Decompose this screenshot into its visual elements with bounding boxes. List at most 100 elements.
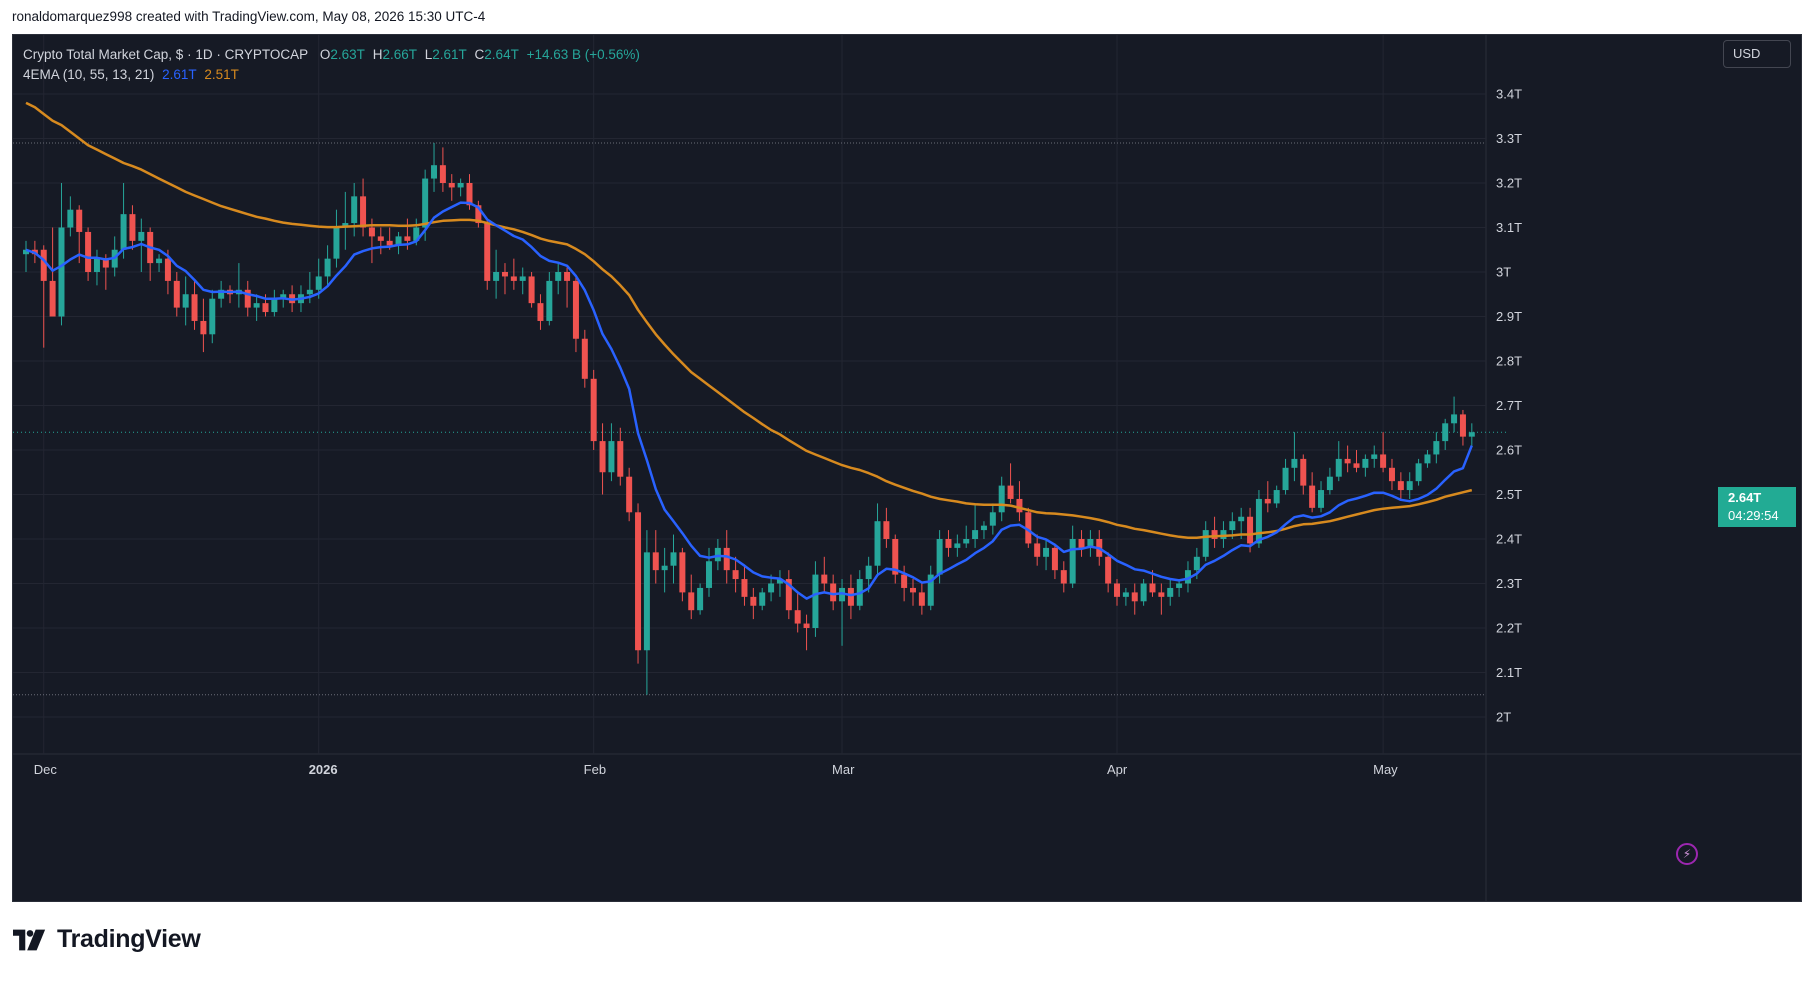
y-tick-label: 2.4T xyxy=(1496,532,1522,547)
candle-down xyxy=(377,236,384,241)
candle-up xyxy=(936,539,943,575)
candle-down xyxy=(652,552,659,571)
candle-up xyxy=(156,258,163,264)
candle-up xyxy=(1451,414,1458,424)
candle-down xyxy=(918,592,925,606)
low-value: 2.61T xyxy=(432,47,467,62)
symbol-title[interactable]: Crypto Total Market Cap, $ · 1D · CRYPTO… xyxy=(23,47,309,62)
x-tick-label: May xyxy=(1373,762,1398,777)
candle-down xyxy=(173,280,180,308)
y-tick-label: 3.4T xyxy=(1496,87,1522,102)
x-tick-label: Dec xyxy=(34,762,58,777)
candle-up xyxy=(67,209,74,228)
candle-down xyxy=(510,276,517,281)
legend-ohlc-row: Crypto Total Market Cap, $ · 1D · CRYPTO… xyxy=(23,45,640,65)
candle-up xyxy=(1167,587,1174,597)
candle-up xyxy=(608,441,615,473)
y-tick-label: 3.1T xyxy=(1496,220,1522,235)
y-tick-label: 2.5T xyxy=(1496,487,1522,502)
candle-down xyxy=(164,258,171,281)
candle-up xyxy=(23,249,29,255)
candle-up xyxy=(1238,516,1245,522)
candle-down xyxy=(368,227,375,237)
last-price-tag: 2.64T 04:29:54 xyxy=(1718,487,1796,527)
change-value: +14.63 B (+0.56%) xyxy=(526,47,640,62)
candle-up xyxy=(874,521,881,566)
candle-up xyxy=(182,294,189,308)
candle-down xyxy=(564,272,571,281)
candle-down xyxy=(484,223,491,281)
candle-down xyxy=(40,249,47,281)
candle-down xyxy=(475,205,482,224)
y-tick-label: 2.3T xyxy=(1496,576,1522,591)
candle-down xyxy=(1051,547,1058,571)
candle-up xyxy=(776,579,783,584)
candle-up xyxy=(927,574,934,606)
candle-down xyxy=(76,209,83,232)
candle-up xyxy=(1184,570,1191,584)
candle-down xyxy=(830,583,837,602)
brand-name: TradingView xyxy=(57,925,201,953)
candle-up xyxy=(342,223,349,228)
candle-up xyxy=(1087,539,1094,548)
candle-up xyxy=(670,552,677,566)
candle-down xyxy=(821,574,828,584)
candle-up xyxy=(1406,481,1413,491)
candle-up xyxy=(812,574,819,628)
candle-down xyxy=(1105,556,1112,584)
legend-indicator-row: 4EMA (10, 55, 13, 21) 2.61T 2.51T xyxy=(23,65,640,85)
y-tick-label: 3.2T xyxy=(1496,176,1522,191)
candle-up xyxy=(972,530,979,539)
candle-up xyxy=(1415,463,1422,482)
candle-down xyxy=(1114,583,1121,597)
candle-up xyxy=(1362,458,1369,468)
candle-down xyxy=(1380,454,1387,468)
candle-up xyxy=(661,565,668,571)
candle-up xyxy=(768,583,775,593)
candle-up xyxy=(1282,467,1289,491)
candle-down xyxy=(537,303,544,321)
y-tick-label: 2.9T xyxy=(1496,309,1522,324)
candle-up xyxy=(413,227,420,241)
candle-up xyxy=(253,303,260,308)
candle-down xyxy=(448,183,455,188)
candle-up xyxy=(1202,530,1209,557)
candle-down xyxy=(262,303,269,313)
candle-down xyxy=(945,539,952,548)
candle-up xyxy=(1122,592,1129,597)
x-tick-label: Feb xyxy=(584,762,606,777)
candle-down xyxy=(599,441,606,473)
x-tick-label: 2026 xyxy=(309,762,338,777)
candle-up xyxy=(1424,454,1431,464)
candle-up xyxy=(1220,530,1227,539)
y-tick-label: 2.6T xyxy=(1496,443,1522,458)
high-value: 2.66T xyxy=(382,47,417,62)
candle-up xyxy=(643,552,650,651)
indicator-name[interactable]: 4EMA (10, 55, 13, 21) xyxy=(23,67,155,82)
candle-down xyxy=(244,289,251,308)
candle-up xyxy=(333,227,340,259)
candle-up xyxy=(555,272,562,281)
candle-up xyxy=(120,214,127,250)
chart-panel[interactable]: 2T 2.1T 2.2T 2.3T 2.4T 2.5T 2.6T 2.7T 2.8T 2.9T 3T… xyxy=(12,34,1802,902)
candle-down xyxy=(1397,481,1404,491)
candle-up xyxy=(1371,454,1378,459)
candle-up xyxy=(431,165,438,179)
candle-down xyxy=(794,610,801,624)
candle-up xyxy=(324,258,331,277)
ema-fast-line xyxy=(25,201,1473,600)
candle-down xyxy=(386,240,393,246)
currency-selector[interactable]: USD xyxy=(1723,40,1791,68)
price-chart[interactable]: 2T 2.1T 2.2T 2.3T 2.4T 2.5T 2.6T 2.7T 2.8T 2.9T 3T… xyxy=(13,35,1801,901)
candle-up xyxy=(839,587,846,602)
candle-down xyxy=(1158,592,1165,597)
candle-up xyxy=(697,587,704,611)
lightning-bolt-icon[interactable]: ⚡ xyxy=(1676,843,1698,865)
candle-up xyxy=(1069,539,1076,584)
candle-up xyxy=(351,196,358,224)
ema-slow-line xyxy=(25,101,1473,539)
candle-down xyxy=(1025,512,1032,544)
candle-up xyxy=(209,298,216,335)
y-tick-label: 2.7T xyxy=(1496,398,1522,413)
candle-down xyxy=(679,552,686,593)
